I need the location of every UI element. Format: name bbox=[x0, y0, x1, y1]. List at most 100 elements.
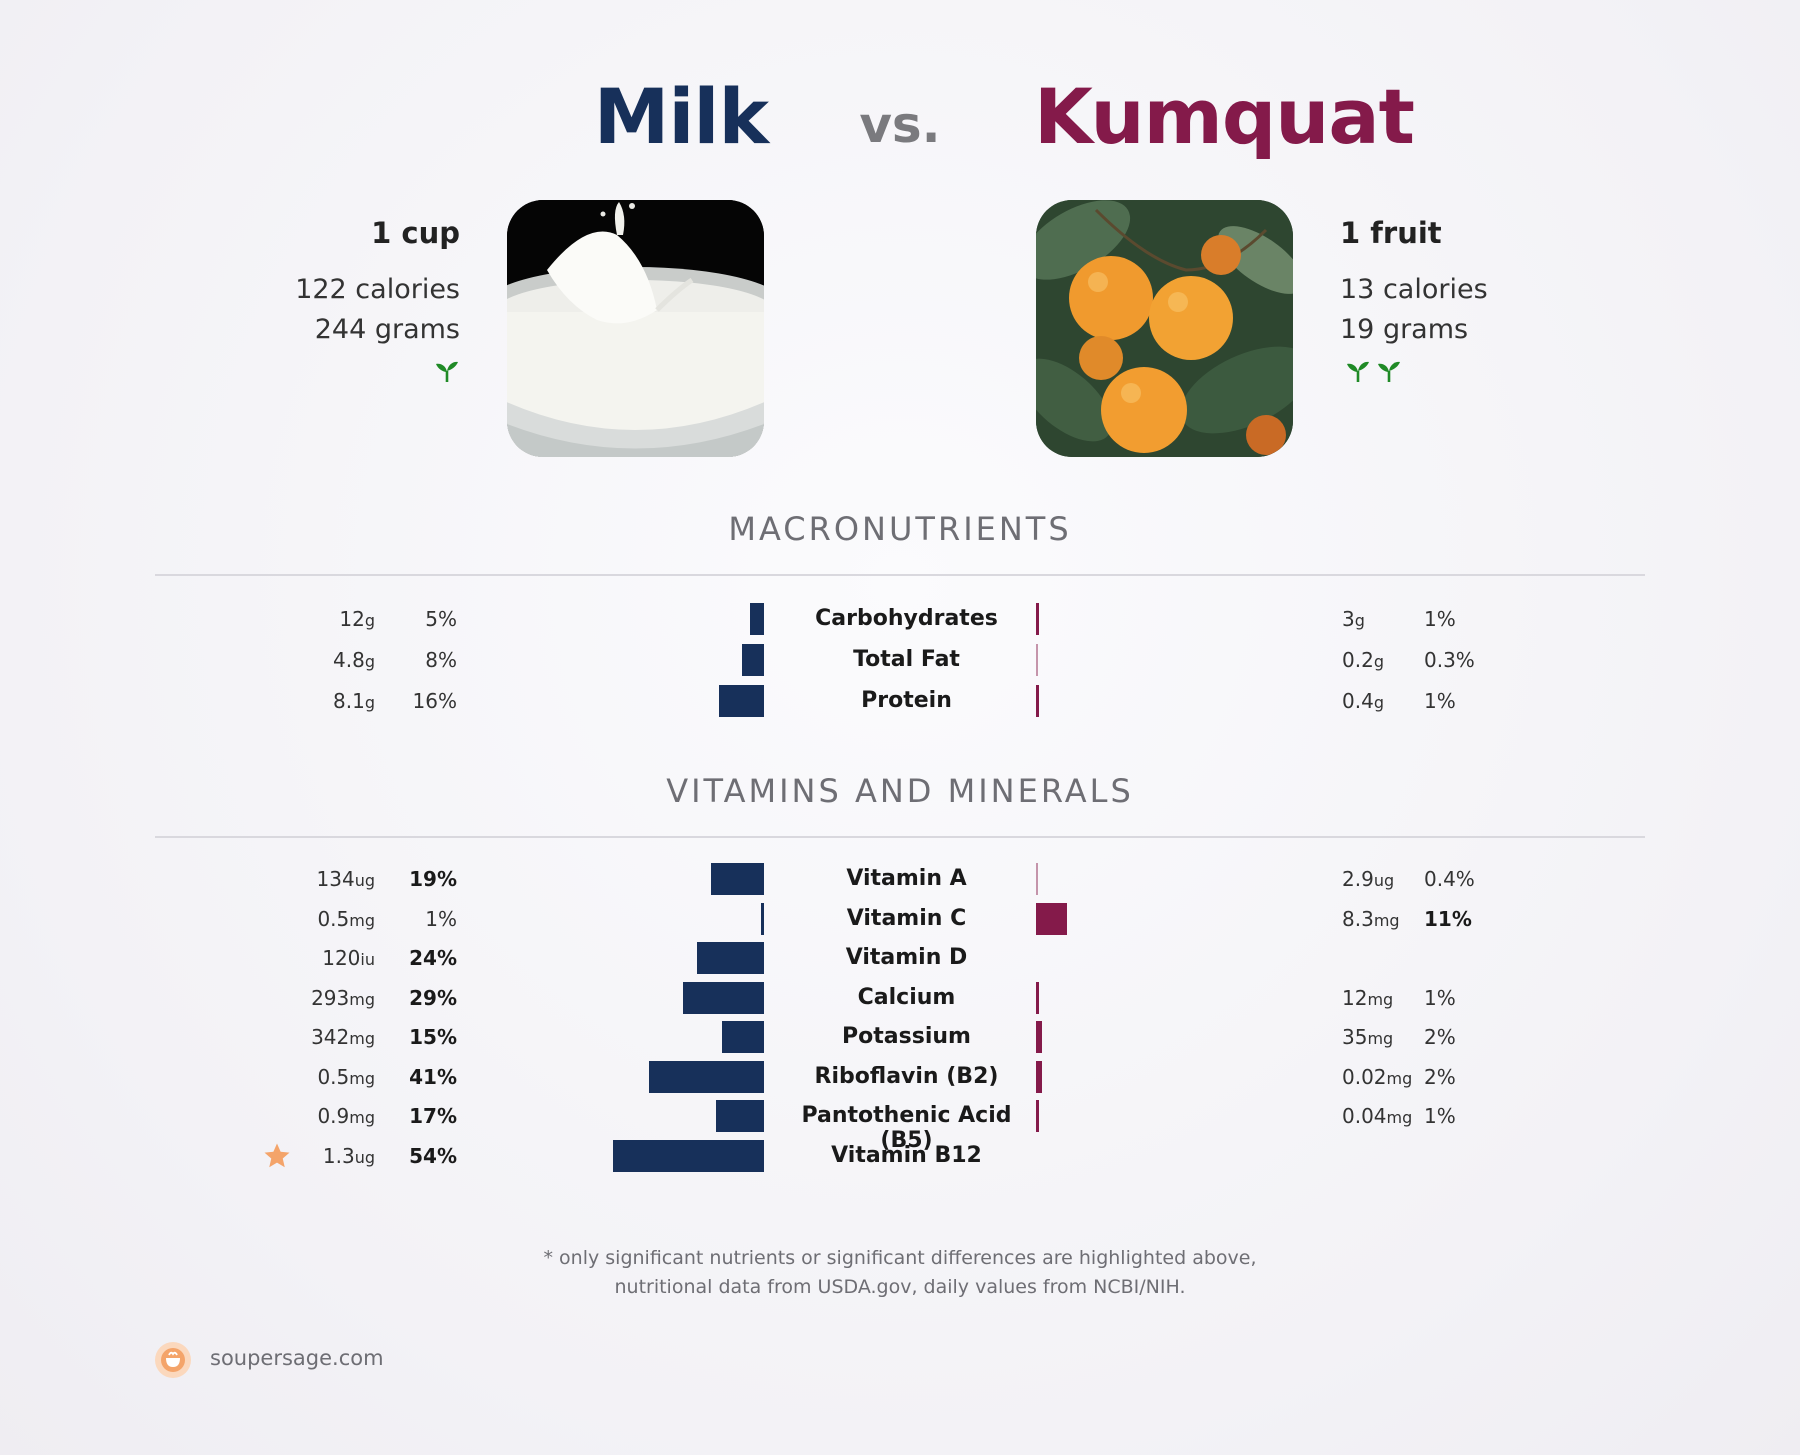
left-amount-value: 134 bbox=[316, 867, 355, 891]
right-daily-value: 1% bbox=[1424, 689, 1456, 713]
left-amount-unit: g bbox=[364, 693, 375, 712]
milk-splash-image bbox=[507, 200, 764, 457]
left-amount: 1.3ug bbox=[323, 1144, 375, 1168]
left-amount: 342mg bbox=[311, 1025, 375, 1049]
right-amount: 12mg bbox=[1342, 986, 1393, 1010]
right-food-title: Kumquat bbox=[1034, 72, 1415, 161]
right-bar bbox=[1036, 1021, 1042, 1053]
sprout-icon bbox=[1347, 361, 1369, 382]
left-bar bbox=[716, 1100, 764, 1132]
right-daily-value: 1% bbox=[1424, 985, 1456, 1010]
nutrient-label: Total Fat bbox=[853, 647, 960, 672]
left-daily-value: 24% bbox=[409, 946, 457, 970]
right-amount: 0.04mg bbox=[1342, 1104, 1412, 1128]
brand-link[interactable]: soupersage.com bbox=[210, 1346, 384, 1370]
right-amount: 0.4g bbox=[1342, 689, 1384, 713]
right-amount: 8.3mg bbox=[1342, 907, 1400, 931]
right-bar bbox=[1036, 644, 1038, 676]
nutrient-label: Vitamin C bbox=[846, 905, 967, 931]
right-amount-value: 35 bbox=[1342, 1025, 1368, 1049]
left-bar bbox=[649, 1060, 764, 1093]
left-amount: 4.8g bbox=[333, 648, 375, 672]
nutrient-label: Protein bbox=[861, 688, 952, 713]
left-bar bbox=[719, 685, 764, 717]
right-bar bbox=[1036, 902, 1067, 935]
right-bar bbox=[1036, 863, 1038, 895]
left-amount-value: 4.8 bbox=[333, 648, 365, 672]
right-daily-value: 2% bbox=[1424, 1025, 1456, 1049]
right-bar bbox=[1036, 685, 1039, 717]
left-amount: 134ug bbox=[317, 867, 375, 891]
right-amount-unit: mg bbox=[1367, 1029, 1394, 1048]
nutrient-label: Riboflavin (B2) bbox=[814, 1063, 999, 1089]
right-amount-value: 0.04 bbox=[1342, 1104, 1387, 1128]
left-daily-value: 1% bbox=[425, 906, 457, 931]
right-amount-unit: mg bbox=[1386, 1068, 1413, 1088]
left-plant-rating bbox=[434, 360, 460, 388]
left-daily-value: 17% bbox=[409, 1104, 457, 1128]
left-amount: 0.9mg bbox=[317, 1104, 375, 1128]
right-bar bbox=[1036, 1100, 1039, 1132]
sprout-icon bbox=[1378, 361, 1401, 382]
right-bar bbox=[1036, 981, 1039, 1014]
left-grams: 244 grams bbox=[314, 314, 460, 345]
right-daily-value: 1% bbox=[1424, 1104, 1456, 1128]
right-grams: 19 grams bbox=[1340, 314, 1469, 345]
left-amount-unit: mg bbox=[349, 1029, 375, 1048]
left-amount: 293mg bbox=[311, 986, 375, 1010]
right-bar bbox=[1036, 603, 1039, 635]
right-amount-unit: g bbox=[1373, 693, 1384, 712]
kumquat-fruit-image bbox=[1036, 200, 1293, 457]
left-bar bbox=[722, 1021, 764, 1053]
section-divider bbox=[155, 574, 1645, 576]
left-amount-value: 8.1 bbox=[333, 689, 365, 713]
star-icon bbox=[262, 1141, 292, 1175]
left-amount-unit: mg bbox=[349, 1068, 375, 1088]
left-bar bbox=[710, 863, 764, 895]
nutrient-label: Potassium bbox=[842, 1024, 971, 1049]
right-daily-value: 11% bbox=[1424, 906, 1472, 931]
right-amount: 0.02mg bbox=[1342, 1065, 1412, 1089]
right-amount-unit: mg bbox=[1386, 1108, 1413, 1127]
right-amount-value: 2.9 bbox=[1342, 867, 1374, 891]
left-amount-value: 120 bbox=[322, 946, 361, 970]
left-daily-value: 29% bbox=[409, 985, 457, 1010]
brand-logo-icon bbox=[154, 1341, 192, 1383]
right-amount-value: 3 bbox=[1342, 607, 1355, 631]
left-amount-value: 1.3 bbox=[322, 1143, 355, 1168]
left-amount: 0.5mg bbox=[317, 1065, 375, 1089]
left-daily-value: 16% bbox=[412, 689, 457, 713]
left-food-title: Milk bbox=[593, 72, 769, 161]
footnote-line-1: * only significant nutrients or signific… bbox=[543, 1247, 1257, 1269]
left-amount: 8.1g bbox=[333, 689, 375, 713]
left-amount-unit: mg bbox=[349, 910, 375, 930]
right-amount-value: 0.02 bbox=[1342, 1064, 1387, 1089]
right-amount-unit: ug bbox=[1373, 871, 1395, 890]
right-daily-value: 1% bbox=[1424, 607, 1456, 631]
milk-photo bbox=[507, 200, 764, 457]
right-amount: 2.9ug bbox=[1342, 867, 1394, 891]
right-amount-unit: g bbox=[1354, 611, 1365, 630]
vitamins-heading: VITAMINS AND MINERALS bbox=[666, 772, 1134, 810]
nutrient-label: Vitamin A bbox=[846, 866, 967, 891]
macronutrients-heading: MACRONUTRIENTS bbox=[728, 510, 1072, 548]
right-serving: 1 fruit bbox=[1340, 216, 1442, 250]
left-daily-value: 19% bbox=[409, 867, 457, 891]
kumquat-photo bbox=[1036, 200, 1293, 457]
left-daily-value: 41% bbox=[409, 1064, 457, 1089]
left-serving: 1 cup bbox=[371, 216, 460, 250]
left-bar bbox=[741, 644, 764, 676]
right-amount-value: 0.2 bbox=[1342, 648, 1374, 672]
left-bar bbox=[696, 942, 764, 974]
left-daily-value: 8% bbox=[425, 648, 457, 672]
right-amount: 3g bbox=[1342, 607, 1365, 631]
left-amount-value: 293 bbox=[311, 985, 350, 1010]
nutrient-label: Pantothenic Acid (B5) bbox=[801, 1103, 1012, 1153]
right-amount-value: 8.3 bbox=[1342, 906, 1374, 931]
left-calories: 122 calories bbox=[295, 274, 460, 305]
right-daily-value: 2% bbox=[1424, 1064, 1456, 1089]
left-amount-unit: ug bbox=[354, 1147, 375, 1167]
right-amount-unit: mg bbox=[1373, 910, 1400, 930]
right-amount-value: 0.4 bbox=[1342, 689, 1374, 713]
left-bar bbox=[761, 902, 764, 935]
